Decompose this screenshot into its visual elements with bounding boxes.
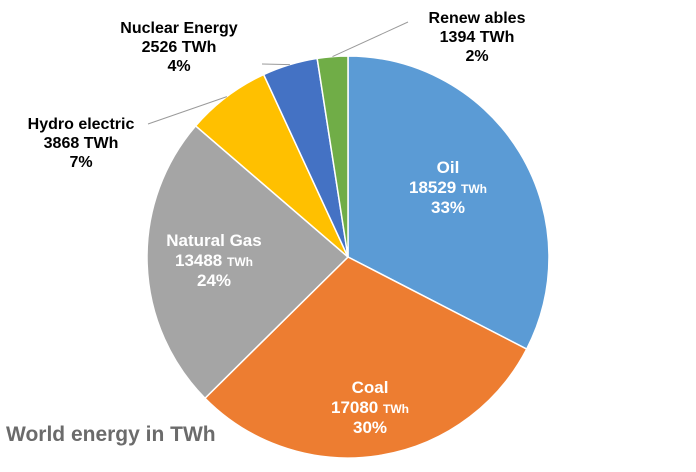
label-hydro-percent: 7%	[69, 153, 93, 171]
label-renewables-percent: 2%	[465, 47, 489, 65]
pie-slice-oil	[347, 55, 550, 351]
label-nuclear-name: Nuclear Energy	[120, 20, 238, 37]
label-natural-gas-percent: 24%	[196, 271, 232, 291]
label-natural-gas-name: Natural Gas	[166, 231, 262, 250]
label-renewables-name: Renew ables	[428, 10, 526, 27]
leader-line-hydro-electric	[147, 96, 228, 125]
leader-line-renewables	[332, 21, 409, 58]
label-natural-gas-value: 13488 TWh	[174, 251, 253, 271]
chart-title: World energy in TWh	[6, 423, 216, 446]
label-natural-gas: Natural Gas 13488 TWh 24%	[149, 231, 279, 291]
label-coal: Coal 17080 TWh 30%	[310, 378, 430, 438]
label-nuclear-value: 2526 TWh	[141, 38, 217, 56]
label-hydro-value: 3868 TWh	[43, 134, 119, 152]
label-renewables-value: 1394 TWh	[439, 28, 515, 46]
label-oil: Oil 18529 TWh 33%	[388, 158, 508, 218]
label-oil-value: 18529 TWh	[408, 178, 487, 198]
leader-line-nuclear-energy	[261, 63, 290, 66]
label-oil-name: Oil	[436, 158, 460, 177]
pie-slice-coal	[203, 256, 528, 459]
label-hydro-electric: Hydro electric 3868 TWh 7%	[10, 116, 152, 173]
label-coal-value: 17080 TWh	[330, 398, 409, 418]
pie-slice-natural-gas	[146, 124, 350, 400]
label-oil-percent: 33%	[430, 198, 466, 218]
label-coal-name: Coal	[351, 378, 389, 397]
label-nuclear-energy: Nuclear Energy 2526 TWh 4%	[104, 20, 254, 77]
label-nuclear-percent: 4%	[167, 57, 191, 75]
label-renewables: Renew ables 1394 TWh 2%	[412, 10, 542, 67]
label-coal-percent: 30%	[352, 418, 388, 438]
label-hydro-name: Hydro electric	[27, 116, 135, 133]
